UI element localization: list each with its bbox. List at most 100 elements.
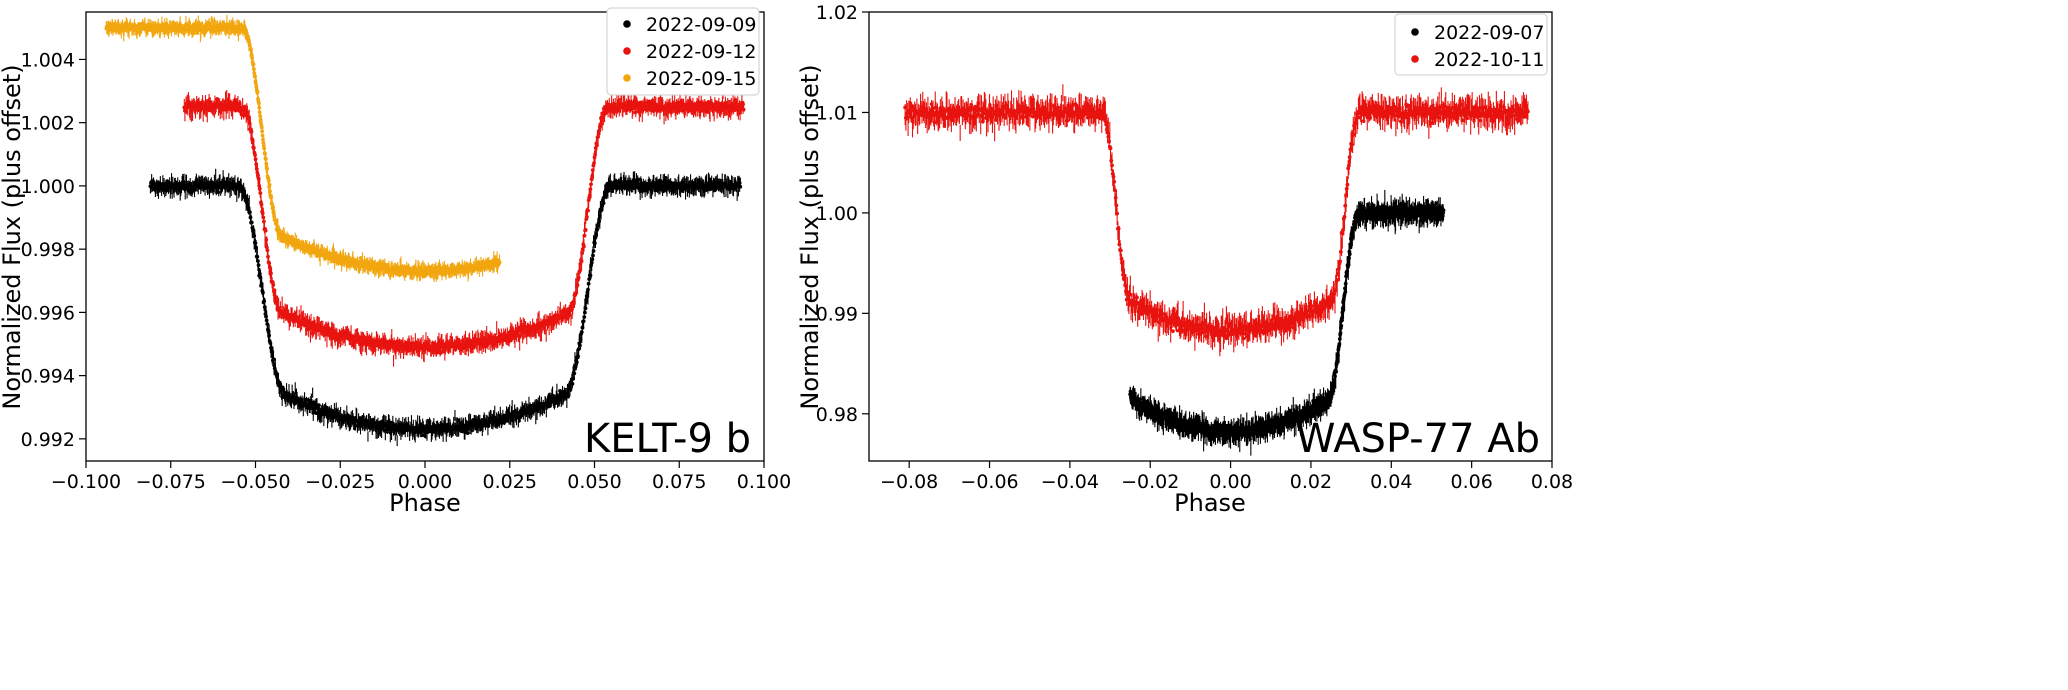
data-point	[1116, 226, 1121, 231]
wasp-77ab-x-tick-label: −0.08	[880, 471, 938, 493]
data-point	[1108, 146, 1113, 151]
data-point	[226, 181, 231, 186]
data-point	[636, 109, 641, 114]
data-point	[949, 111, 954, 116]
data-point	[332, 410, 337, 415]
data-point	[260, 129, 265, 134]
data-point	[1325, 303, 1330, 308]
data-point	[994, 118, 999, 122]
kelt-9b-errorbars-2022-09-09	[149, 168, 741, 447]
data-point	[1465, 116, 1469, 121]
data-point	[1425, 214, 1429, 219]
data-point	[582, 310, 587, 315]
data-point	[1515, 106, 1520, 111]
data-point	[964, 112, 969, 117]
wasp-77ab-y-axis-title: Normalized Flux (plus offset)	[796, 64, 824, 409]
data-point	[1450, 105, 1455, 110]
data-point	[1253, 319, 1257, 324]
data-point	[1111, 174, 1116, 179]
data-point	[1459, 103, 1464, 107]
data-point	[1245, 334, 1250, 339]
data-point	[1353, 220, 1358, 225]
data-point	[402, 273, 407, 278]
kelt-9b-x-tick-label: −0.075	[136, 471, 206, 493]
data-point	[1371, 203, 1376, 208]
data-point	[589, 260, 594, 265]
data-point	[741, 107, 746, 112]
data-point	[1128, 389, 1133, 394]
data-point	[436, 423, 441, 428]
data-point	[567, 313, 572, 318]
data-point	[1437, 115, 1442, 120]
legend-marker-2022-09-07	[1411, 28, 1419, 36]
data-point	[255, 90, 260, 94]
kelt-9b-x-tick-label: 0.075	[652, 471, 706, 493]
legend-marker-2022-09-12	[623, 47, 631, 55]
data-point	[1326, 296, 1331, 300]
data-point	[429, 424, 434, 429]
data-point	[1214, 433, 1219, 438]
data-point	[151, 181, 156, 186]
data-point	[256, 101, 261, 106]
data-point	[924, 107, 929, 111]
data-point	[1270, 430, 1275, 435]
wasp-77ab-x-axis-title: Phase	[1174, 489, 1246, 517]
data-point	[486, 424, 491, 428]
wasp-77ab-panel-label: WASP-77 Ab	[1296, 416, 1540, 462]
kelt-9b-x-ticks: −0.100 −0.075 −0.050 −0.025 0.000 0.025 0.050 0…	[51, 461, 791, 493]
data-point	[1170, 329, 1175, 334]
data-point	[1071, 102, 1076, 107]
data-point	[572, 371, 577, 376]
data-point	[169, 182, 173, 186]
data-point	[1289, 424, 1294, 429]
data-point	[261, 137, 265, 142]
data-point	[1430, 121, 1435, 126]
data-point	[1337, 337, 1342, 341]
data-point	[1155, 406, 1160, 411]
data-point	[573, 364, 578, 369]
data-point	[719, 101, 724, 106]
data-point	[1196, 323, 1201, 328]
data-point	[261, 290, 265, 295]
data-point	[1329, 388, 1334, 393]
data-point	[1126, 290, 1131, 295]
data-point	[698, 100, 703, 105]
data-point	[597, 214, 602, 218]
data-point	[439, 342, 444, 347]
data-point	[1124, 297, 1129, 302]
data-point	[1431, 116, 1436, 121]
data-point	[513, 334, 518, 339]
data-point	[1140, 301, 1145, 306]
data-point	[267, 265, 272, 269]
data-point	[1154, 310, 1158, 315]
data-point	[1055, 114, 1059, 119]
data-point	[358, 256, 363, 260]
data-point	[250, 139, 255, 144]
data-point	[706, 110, 711, 114]
data-point	[1338, 259, 1343, 264]
data-point	[904, 115, 909, 120]
data-point	[257, 271, 262, 276]
data-point	[1242, 331, 1247, 336]
data-point	[1317, 406, 1322, 411]
wasp-77ab-x-tick-label: 0.02	[1290, 471, 1332, 493]
data-point	[981, 119, 985, 124]
legend-label-2022-10-11: 2022-10-11	[1434, 49, 1544, 71]
data-point	[265, 248, 270, 253]
data-point	[582, 244, 586, 249]
data-point	[1031, 106, 1036, 111]
data-point	[1525, 109, 1530, 114]
data-point	[236, 186, 241, 191]
data-point	[263, 157, 268, 162]
data-point	[262, 299, 267, 303]
data-point	[1001, 112, 1006, 117]
data-point	[719, 108, 724, 113]
data-point	[1029, 110, 1034, 115]
data-point	[969, 103, 974, 107]
data-point	[932, 120, 937, 125]
legend-marker-2022-09-09	[623, 20, 631, 28]
data-point	[270, 349, 275, 354]
data-point	[249, 53, 254, 58]
wasp-77ab-x-tick-label: −0.04	[1041, 471, 1099, 493]
data-point	[1117, 242, 1122, 247]
